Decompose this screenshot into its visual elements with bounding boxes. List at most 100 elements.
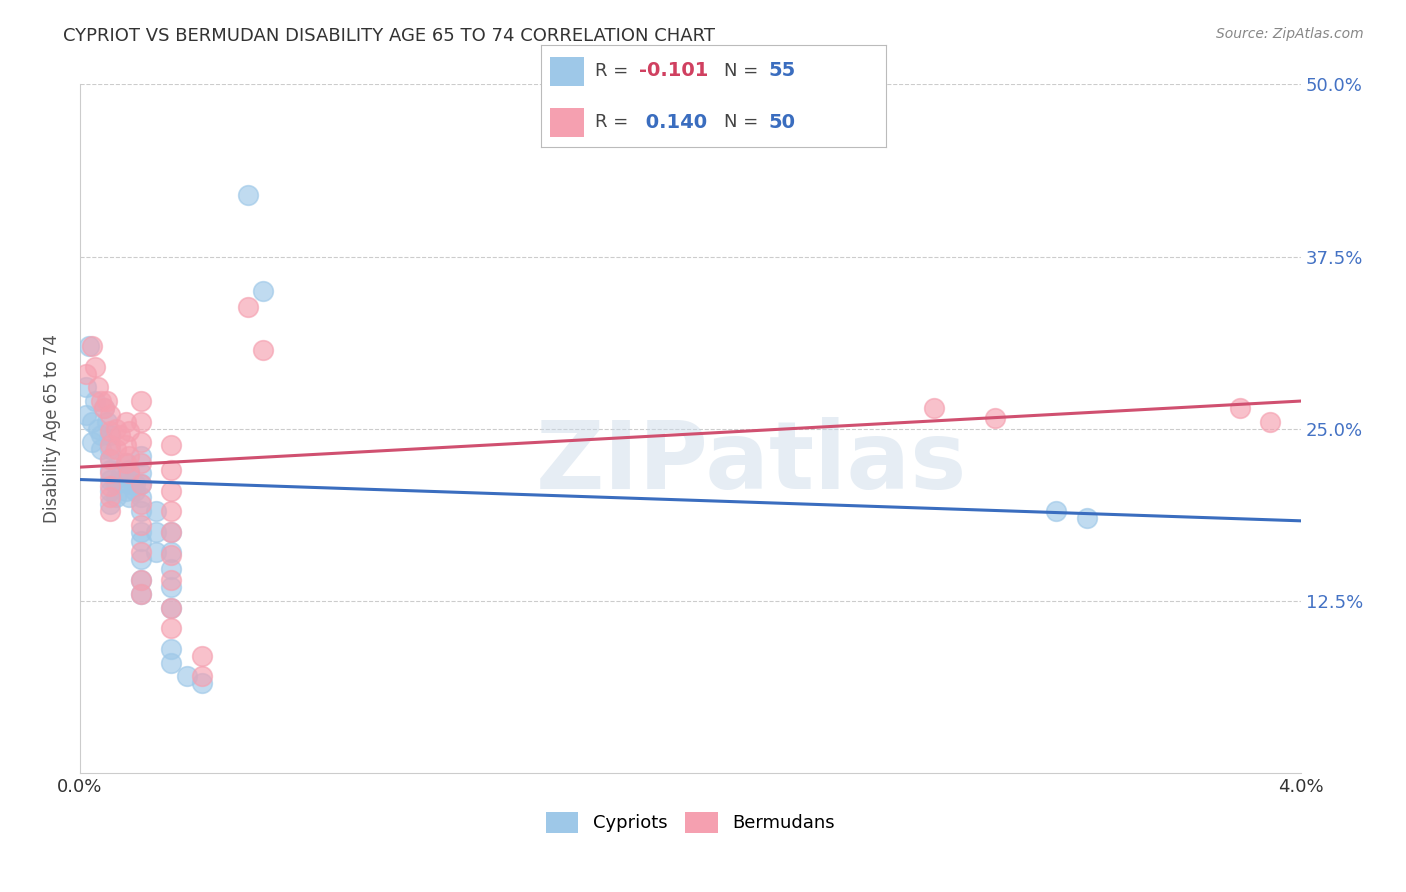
Point	[160, 580, 183, 594]
Point	[191, 669, 214, 683]
Point	[145, 524, 167, 539]
Point	[145, 504, 167, 518]
Point	[129, 587, 152, 601]
Point	[100, 466, 122, 480]
Point	[114, 469, 136, 483]
Point	[90, 442, 112, 457]
Text: ZIPatlas: ZIPatlas	[536, 417, 967, 509]
Point	[105, 476, 128, 491]
Point	[114, 415, 136, 429]
Bar	[550, 57, 585, 86]
Point	[129, 552, 152, 566]
Point	[1076, 511, 1098, 525]
Text: 50: 50	[769, 112, 796, 131]
Point	[252, 343, 274, 358]
Point	[129, 435, 152, 450]
Point	[118, 466, 141, 480]
Point	[100, 479, 122, 493]
Point	[129, 394, 152, 409]
Text: 0.140: 0.140	[640, 112, 707, 131]
Point	[100, 463, 122, 477]
Point	[96, 394, 118, 409]
Point	[100, 451, 122, 466]
Bar	[550, 108, 585, 137]
Point	[160, 656, 183, 670]
Point	[160, 600, 183, 615]
Point	[100, 483, 122, 498]
Point	[129, 545, 152, 559]
Point	[90, 428, 112, 442]
Point	[191, 648, 214, 663]
Point	[160, 573, 183, 587]
Point	[77, 339, 100, 353]
Point	[160, 524, 183, 539]
Text: R =: R =	[595, 113, 628, 131]
Point	[118, 491, 141, 505]
Point	[75, 408, 97, 422]
Point	[129, 524, 152, 539]
Point	[252, 284, 274, 298]
Point	[129, 573, 152, 587]
Point	[129, 456, 152, 470]
Point	[160, 545, 183, 559]
Text: Source: ZipAtlas.com: Source: ZipAtlas.com	[1216, 27, 1364, 41]
Point	[129, 518, 152, 533]
Point	[100, 438, 122, 452]
Point	[984, 410, 1007, 425]
Point	[75, 380, 97, 394]
Point	[80, 415, 103, 429]
Text: R =: R =	[595, 62, 628, 79]
Point	[114, 456, 136, 470]
Point	[145, 545, 167, 559]
Point	[105, 421, 128, 435]
Point	[114, 483, 136, 498]
Text: N =: N =	[724, 113, 758, 131]
Point	[129, 476, 152, 491]
Text: CYPRIOT VS BERMUDAN DISABILITY AGE 65 TO 74 CORRELATION CHART: CYPRIOT VS BERMUDAN DISABILITY AGE 65 TO…	[63, 27, 716, 45]
Point	[124, 476, 146, 491]
Legend: Cypriots, Bermudans: Cypriots, Bermudans	[546, 812, 835, 832]
Point	[236, 187, 259, 202]
Point	[105, 491, 128, 505]
Point	[80, 339, 103, 353]
Point	[100, 428, 122, 442]
Point	[129, 466, 152, 480]
Point	[100, 504, 122, 518]
Point	[93, 401, 115, 415]
Point	[129, 587, 152, 601]
Point	[87, 380, 110, 394]
Text: N =: N =	[724, 62, 758, 79]
Point	[160, 504, 183, 518]
Point	[100, 408, 122, 422]
Point	[160, 641, 183, 656]
Point	[90, 394, 112, 409]
Point	[114, 456, 136, 470]
Point	[1045, 504, 1067, 518]
Point	[118, 476, 141, 491]
Point	[129, 449, 152, 463]
Point	[160, 438, 183, 452]
Point	[100, 491, 122, 505]
Point	[160, 524, 183, 539]
Point	[100, 442, 122, 457]
Point	[87, 421, 110, 435]
Point	[93, 401, 115, 415]
Point	[108, 469, 131, 483]
Point	[84, 394, 107, 409]
Point	[160, 483, 183, 498]
Point	[75, 367, 97, 381]
Point	[129, 497, 152, 511]
Point	[236, 301, 259, 315]
Point	[100, 473, 122, 487]
Point	[118, 463, 141, 477]
Point	[108, 428, 131, 442]
Point	[129, 504, 152, 518]
Point	[1229, 401, 1251, 415]
Point	[191, 676, 214, 690]
Y-axis label: Disability Age 65 to 74: Disability Age 65 to 74	[44, 334, 60, 523]
Text: -0.101: -0.101	[640, 62, 709, 80]
Point	[118, 449, 141, 463]
Point	[1258, 415, 1281, 429]
Point	[160, 463, 183, 477]
Point	[124, 483, 146, 498]
